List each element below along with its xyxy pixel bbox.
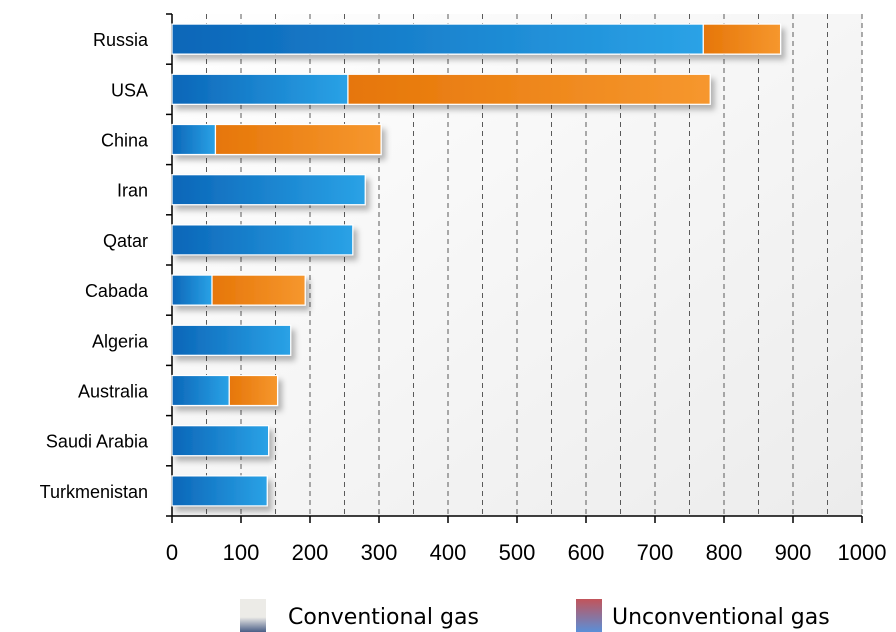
x-tick-label: 400 [430, 540, 467, 565]
bar-conventional [171, 123, 217, 156]
bar-group [171, 123, 382, 156]
category-label: China [101, 131, 149, 151]
bar-unconventional [214, 123, 382, 156]
x-tick-label: 100 [223, 540, 260, 565]
x-tick-label: 800 [706, 540, 743, 565]
bar-group [171, 224, 354, 256]
bar-unconventional [347, 73, 711, 105]
legend-label: Conventional gas [288, 605, 479, 630]
bar-group [171, 324, 292, 356]
bar-conventional [171, 475, 268, 507]
bar-unconventional [702, 23, 782, 55]
bar-conventional [171, 425, 270, 457]
legend-label: Unconventional gas [612, 605, 830, 630]
x-tick-label: 1000 [838, 540, 887, 565]
bar-conventional [171, 324, 292, 356]
category-label: USA [111, 80, 148, 100]
x-tick-label: 200 [292, 540, 329, 565]
category-label: Iran [117, 181, 148, 201]
bar-group [171, 174, 366, 206]
bar-conventional [171, 23, 704, 55]
category-label: Cabada [85, 281, 149, 301]
x-tick-label: 900 [775, 540, 812, 565]
bar-conventional [171, 374, 230, 407]
bar-group [171, 374, 279, 407]
legend-swatch [240, 599, 266, 632]
bar-group [171, 425, 270, 457]
category-label: Qatar [103, 231, 148, 251]
legend-swatch [576, 599, 602, 632]
bar-unconventional [211, 274, 306, 306]
legend: Conventional gas Unconventional gas [240, 599, 830, 632]
bar-group [171, 23, 782, 55]
category-label: Russia [93, 30, 149, 50]
bar-conventional [171, 73, 349, 105]
bar-group [171, 475, 268, 507]
x-tick-label: 500 [499, 540, 536, 565]
bar-conventional [171, 174, 366, 206]
bar-conventional [171, 274, 213, 306]
x-tick-label: 600 [568, 540, 605, 565]
x-tick-label: 700 [637, 540, 674, 565]
bar-conventional [171, 224, 354, 256]
x-tick-label: 300 [361, 540, 398, 565]
bar-group [171, 274, 306, 306]
category-label: Algeria [92, 331, 149, 351]
x-tick-label: 0 [166, 540, 178, 565]
bar-unconventional [228, 374, 279, 407]
bar-group [171, 73, 711, 105]
category-label: Turkmenistan [40, 482, 148, 502]
category-label: Saudi Arabia [46, 432, 149, 452]
category-label: Australia [78, 382, 149, 402]
